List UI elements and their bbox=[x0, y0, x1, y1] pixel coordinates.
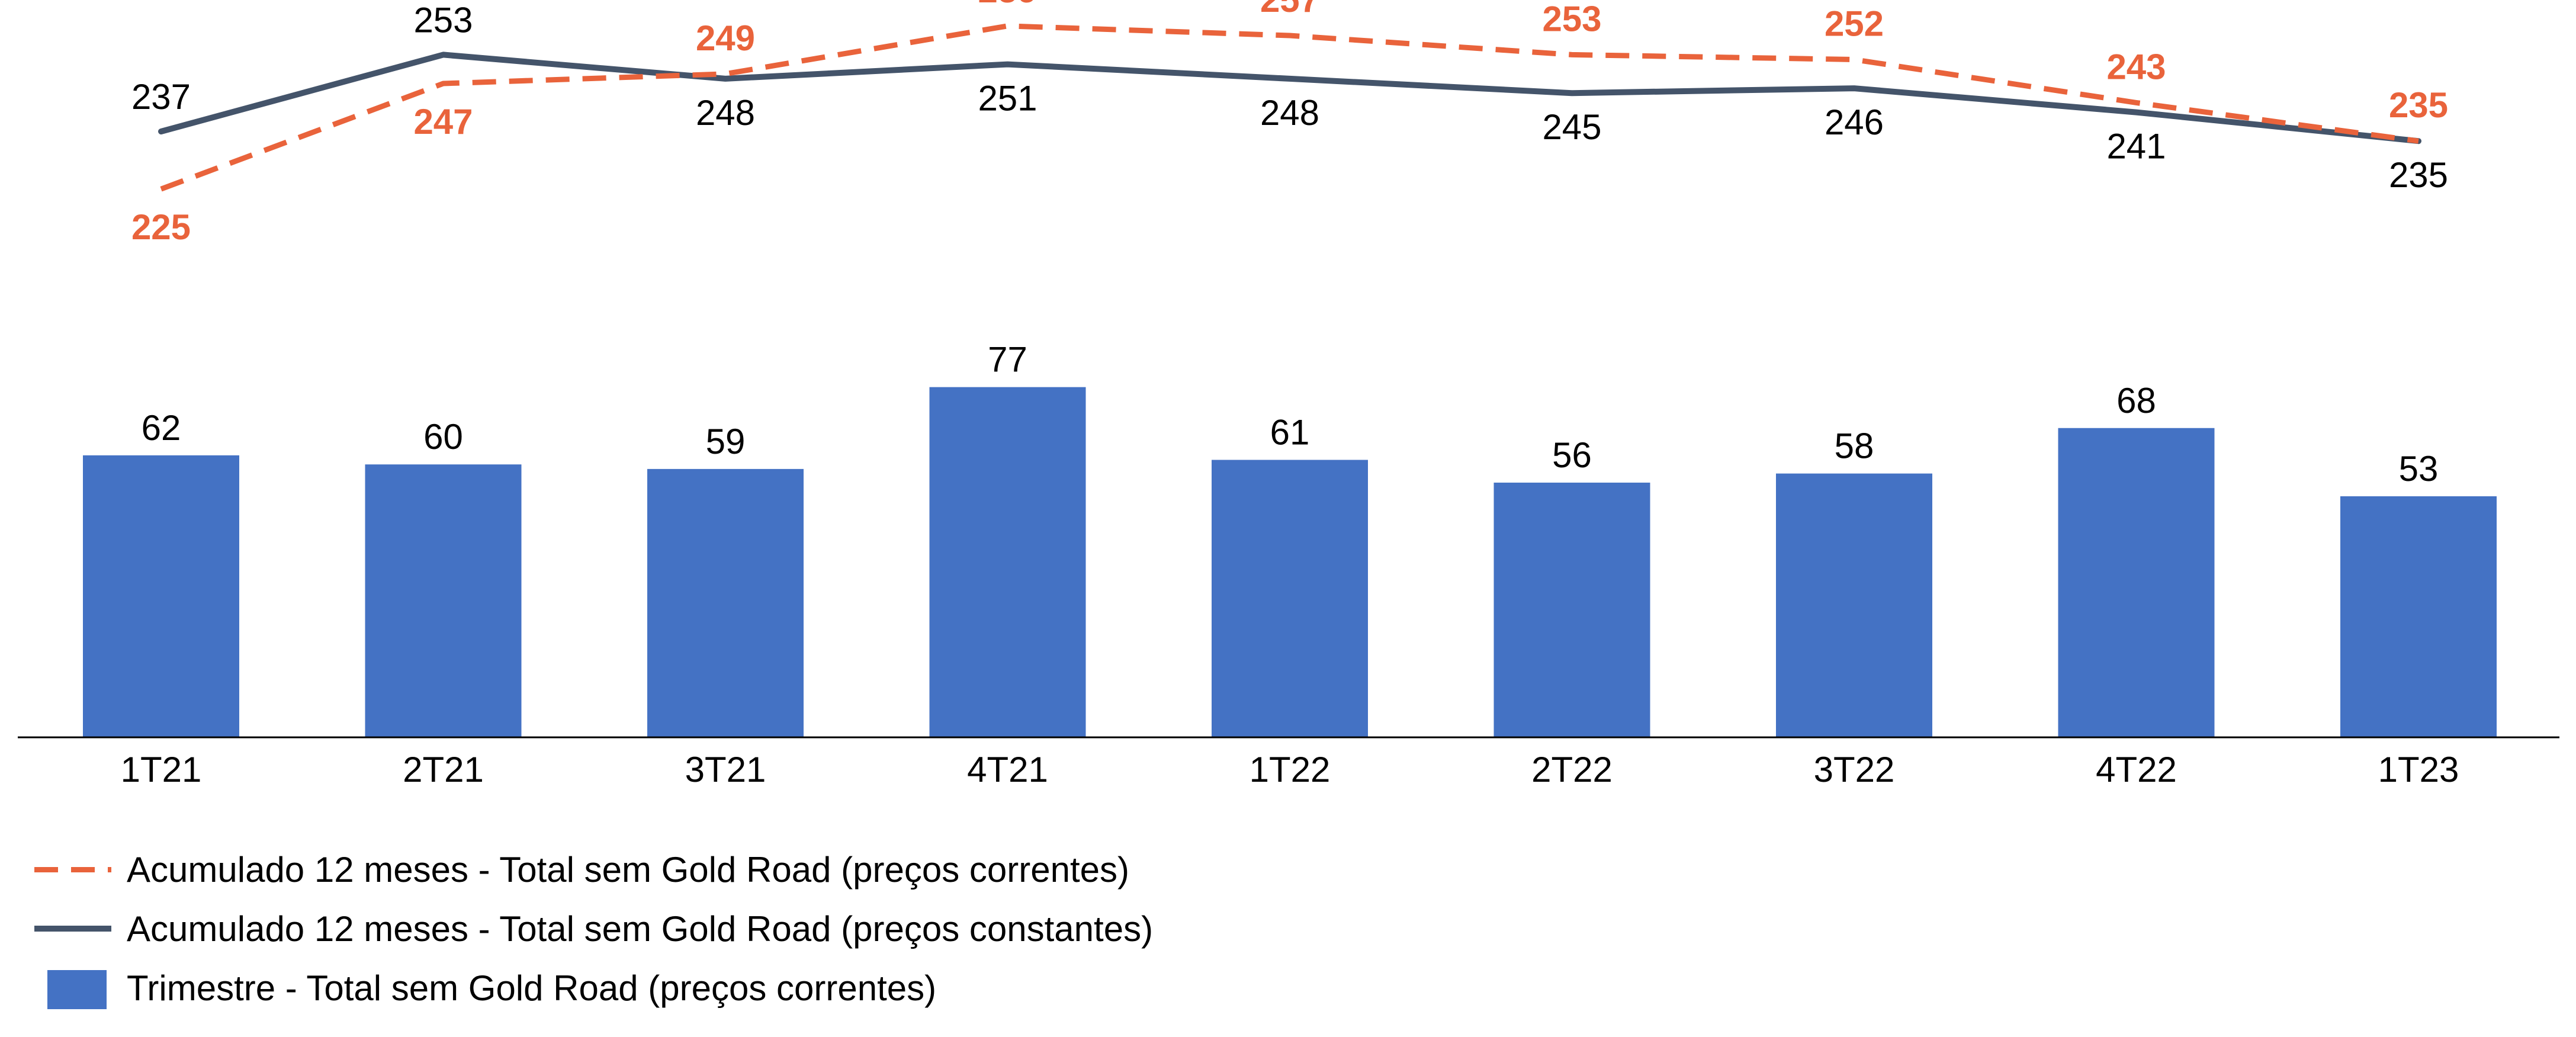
bar-label-1T22: 61 bbox=[1270, 413, 1310, 452]
legend-swatch-dashed-line bbox=[34, 852, 111, 887]
line-label-current-3T22: 252 bbox=[1825, 4, 1884, 44]
bar-1T22 bbox=[1212, 460, 1368, 737]
bar-1T23 bbox=[2340, 496, 2497, 737]
line-label-constant-3T21: 248 bbox=[696, 93, 755, 133]
line-label-current-1T23: 235 bbox=[2389, 85, 2448, 125]
bar-label-4T21: 77 bbox=[988, 340, 1027, 380]
bar-2T22 bbox=[1493, 482, 1650, 737]
bar-label-3T22: 58 bbox=[1835, 426, 1874, 466]
legend-label-constant-prices: Acumulado 12 meses - Total sem Gold Road… bbox=[127, 908, 1154, 949]
bar-4T21 bbox=[929, 387, 1086, 737]
bar-3T21 bbox=[647, 468, 804, 737]
line-current-prices bbox=[160, 23, 2419, 192]
legend-label-quarter: Trimestre - Total sem Gold Road (preços … bbox=[127, 968, 937, 1008]
bar-label-1T23: 53 bbox=[2399, 449, 2439, 489]
line-label-current-1T22: 257 bbox=[1260, 0, 1319, 20]
category-label-3T21: 3T21 bbox=[685, 750, 766, 789]
bar-label-1T21: 62 bbox=[142, 408, 181, 448]
category-label-2T22: 2T22 bbox=[1531, 750, 1613, 789]
line-label-current-3T21: 249 bbox=[696, 18, 755, 58]
category-label-1T23: 1T23 bbox=[2378, 750, 2459, 789]
bar-3T22 bbox=[1776, 473, 1932, 737]
bar-series bbox=[83, 387, 2497, 737]
bar-label-2T21: 60 bbox=[423, 417, 463, 457]
category-label-4T22: 4T22 bbox=[2096, 750, 2177, 789]
line-label-constant-2T22: 245 bbox=[1542, 107, 1601, 147]
category-tick-labels: 1T21 2T21 3T21 4T21 1T22 2T22 3T22 4T22 1T23 bbox=[121, 750, 2459, 789]
line-label-constant-1T21: 237 bbox=[131, 77, 191, 117]
line-label-current-4T22: 243 bbox=[2106, 47, 2166, 86]
line-label-constant-2T21: 253 bbox=[413, 0, 473, 40]
combo-chart: 62 60 59 77 61 56 58 68 53 1T21 2T21 3T21 4T21 1T22 2… bbox=[18, 0, 2559, 789]
line-label-constant-1T22: 248 bbox=[1260, 93, 1319, 133]
legend-item-current-prices: Acumulado 12 meses - Total sem Gold Road… bbox=[34, 840, 1153, 899]
category-label-1T21: 1T21 bbox=[121, 750, 202, 789]
line-label-current-2T22: 253 bbox=[1542, 0, 1601, 38]
line-constant-prices bbox=[158, 52, 2421, 145]
bar-label-2T22: 56 bbox=[1552, 435, 1592, 475]
line-label-current-1T21: 225 bbox=[131, 207, 191, 247]
category-label-3T22: 3T22 bbox=[1814, 750, 1895, 789]
bar-2T21 bbox=[365, 464, 522, 737]
line-label-constant-4T21: 251 bbox=[978, 79, 1037, 118]
line-label-constant-4T22: 241 bbox=[2106, 127, 2166, 166]
category-label-1T22: 1T22 bbox=[1250, 750, 1331, 789]
bar-1T21 bbox=[83, 455, 239, 737]
bar-4T22 bbox=[2058, 428, 2215, 737]
legend: Acumulado 12 meses - Total sem Gold Road… bbox=[34, 840, 1153, 1017]
legend-item-constant-prices: Acumulado 12 meses - Total sem Gold Road… bbox=[34, 899, 1153, 958]
bar-label-4T22: 68 bbox=[2116, 381, 2156, 420]
bar-data-labels: 62 60 59 77 61 56 58 68 53 bbox=[142, 340, 2439, 489]
line-label-current-2T21: 247 bbox=[413, 102, 473, 142]
legend-swatch-solid-line bbox=[34, 911, 111, 946]
category-label-2T21: 2T21 bbox=[403, 750, 484, 789]
line-label-current-4T21: 259 bbox=[978, 0, 1037, 10]
line-label-constant-1T23: 235 bbox=[2389, 155, 2448, 195]
category-label-4T21: 4T21 bbox=[967, 750, 1048, 789]
bar-label-3T21: 59 bbox=[706, 422, 746, 461]
legend-swatch-bar bbox=[34, 970, 111, 1009]
legend-item-quarter: Trimestre - Total sem Gold Road (preços … bbox=[34, 958, 1153, 1017]
line-label-constant-3T22: 246 bbox=[1825, 102, 1884, 142]
line-data-labels: 225 237 247 253 249 248 259 251 257 248 253 245 252 2… bbox=[131, 0, 2448, 247]
line-series bbox=[158, 23, 2421, 192]
legend-label-current-prices: Acumulado 12 meses - Total sem Gold Road… bbox=[127, 849, 1129, 890]
